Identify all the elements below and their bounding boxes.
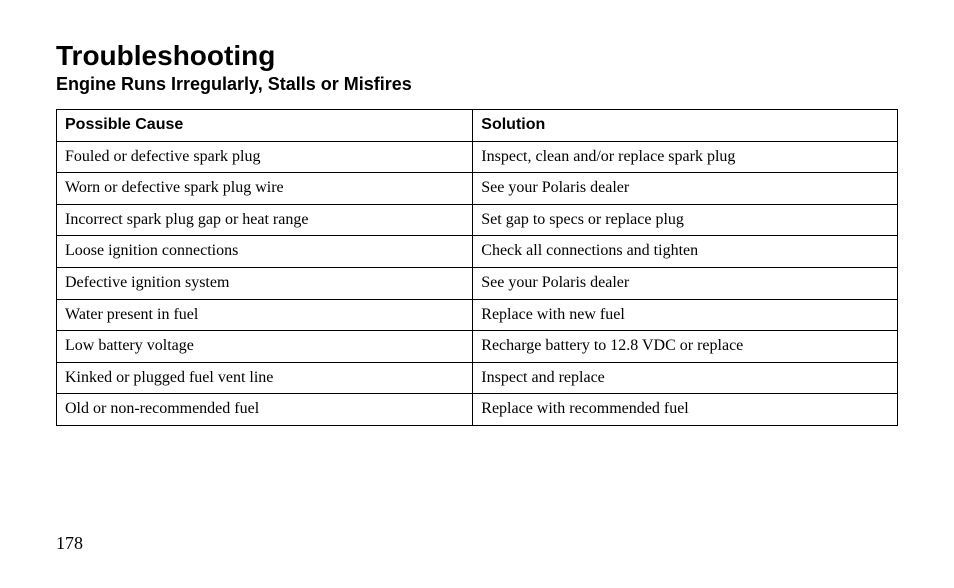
table-row: Worn or defective spark plug wire See yo… bbox=[57, 173, 898, 205]
cell-cause: Worn or defective spark plug wire bbox=[57, 173, 473, 205]
cell-solution: See your Polaris dealer bbox=[473, 267, 898, 299]
table-row: Low battery voltage Recharge battery to … bbox=[57, 331, 898, 363]
table-row: Kinked or plugged fuel vent line Inspect… bbox=[57, 362, 898, 394]
table-row: Old or non-recommended fuel Replace with… bbox=[57, 394, 898, 426]
cell-solution: Check all connections and tighten bbox=[473, 236, 898, 268]
cell-cause: Loose ignition connections bbox=[57, 236, 473, 268]
cell-cause: Defective ignition system bbox=[57, 267, 473, 299]
cell-solution: Replace with recommended fuel bbox=[473, 394, 898, 426]
troubleshooting-table: Possible Cause Solution Fouled or defect… bbox=[56, 109, 898, 426]
table-row: Loose ignition connections Check all con… bbox=[57, 236, 898, 268]
cell-cause: Water present in fuel bbox=[57, 299, 473, 331]
page-title: Troubleshooting bbox=[56, 40, 898, 72]
table-row: Defective ignition system See your Polar… bbox=[57, 267, 898, 299]
page-number: 178 bbox=[56, 533, 83, 554]
cell-cause: Low battery voltage bbox=[57, 331, 473, 363]
cell-solution: See your Polaris dealer bbox=[473, 173, 898, 205]
cell-solution: Set gap to specs or replace plug bbox=[473, 204, 898, 236]
col-header-solution: Solution bbox=[473, 110, 898, 142]
table-row: Incorrect spark plug gap or heat range S… bbox=[57, 204, 898, 236]
table-body: Fouled or defective spark plug Inspect, … bbox=[57, 141, 898, 425]
cell-solution: Inspect and replace bbox=[473, 362, 898, 394]
table-row: Fouled or defective spark plug Inspect, … bbox=[57, 141, 898, 173]
cell-cause: Incorrect spark plug gap or heat range bbox=[57, 204, 473, 236]
table-row: Water present in fuel Replace with new f… bbox=[57, 299, 898, 331]
cell-cause: Fouled or defective spark plug bbox=[57, 141, 473, 173]
col-header-cause: Possible Cause bbox=[57, 110, 473, 142]
cell-solution: Recharge battery to 12.8 VDC or replace bbox=[473, 331, 898, 363]
cell-solution: Inspect, clean and/or replace spark plug bbox=[473, 141, 898, 173]
cell-cause: Kinked or plugged fuel vent line bbox=[57, 362, 473, 394]
table-header-row: Possible Cause Solution bbox=[57, 110, 898, 142]
page-subtitle: Engine Runs Irregularly, Stalls or Misfi… bbox=[56, 74, 898, 95]
cell-solution: Replace with new fuel bbox=[473, 299, 898, 331]
page: Troubleshooting Engine Runs Irregularly,… bbox=[0, 0, 954, 588]
cell-cause: Old or non-recommended fuel bbox=[57, 394, 473, 426]
